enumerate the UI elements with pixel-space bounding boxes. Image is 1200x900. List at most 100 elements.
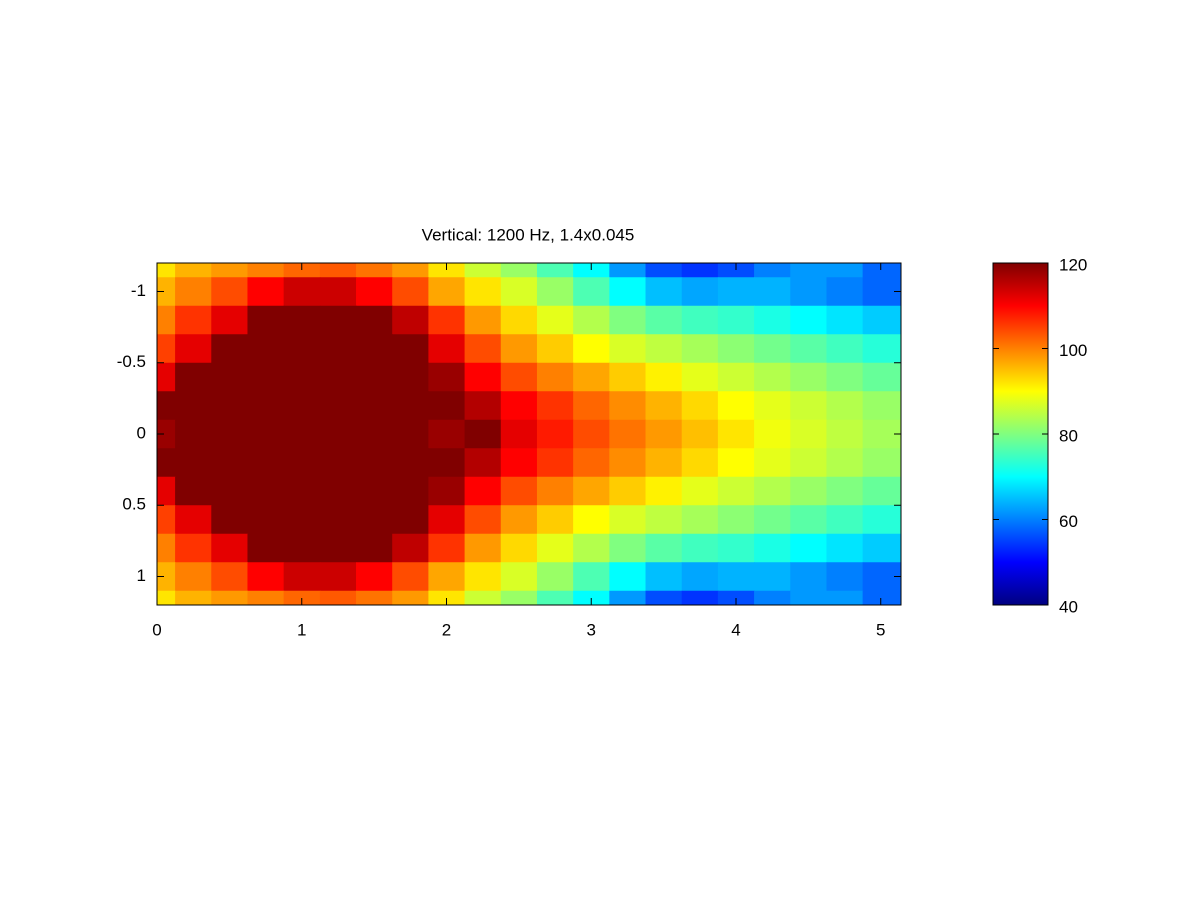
heatmap-cell [826, 419, 864, 449]
heatmap-cell [536, 362, 574, 392]
heatmap-cell [645, 263, 683, 278]
heatmap-cell [500, 277, 538, 307]
heatmap-cell [754, 533, 791, 563]
heatmap-cell [645, 305, 683, 335]
heatmap-cell [536, 419, 574, 449]
heatmap-cell [500, 334, 538, 364]
y-tick-label: 0 [137, 423, 146, 442]
heatmap-cell [392, 562, 430, 592]
heatmap-cell [536, 590, 574, 605]
heatmap-cell [356, 277, 393, 307]
heatmap-cell [175, 305, 212, 335]
heatmap-cell [211, 334, 249, 364]
heatmap-cell [247, 419, 285, 449]
heatmap-cell [681, 590, 719, 605]
heatmap-cell [428, 505, 466, 535]
heatmap-cell [500, 419, 538, 449]
heatmap-cell [464, 505, 502, 535]
heatmap-cell [247, 263, 285, 278]
heatmap-cell [645, 419, 683, 449]
heatmap-cell [283, 334, 321, 364]
heatmap-cell [573, 590, 610, 605]
heatmap-cell [862, 533, 901, 563]
heatmap-cell [428, 590, 466, 605]
heatmap-cell [717, 362, 755, 392]
heatmap-cell [826, 562, 864, 592]
heatmap-cell [573, 391, 610, 421]
heatmap-cell [283, 277, 321, 307]
heatmap-cell [790, 263, 828, 278]
heatmap-cell [609, 305, 647, 335]
heatmap-cell [609, 476, 647, 506]
heatmap-cell [247, 590, 285, 605]
heatmap-cell [609, 562, 647, 592]
heatmap-cell [826, 277, 864, 307]
heatmap-cell [283, 305, 321, 335]
heatmap-cell [392, 277, 430, 307]
x-tick-label: 1 [297, 620, 306, 639]
heatmap-cell [573, 505, 610, 535]
heatmap-cell [681, 263, 719, 278]
heatmap-cell [645, 590, 683, 605]
heatmap-cell [609, 533, 647, 563]
heatmap-cell [645, 505, 683, 535]
y-tick-label: -1 [131, 281, 146, 300]
heatmap-cell [573, 334, 610, 364]
heatmap-cell [826, 391, 864, 421]
heatmap-cell [862, 448, 901, 478]
heatmap-cell [175, 419, 212, 449]
heatmap-cell [645, 476, 683, 506]
heatmap-cell [536, 505, 574, 535]
heatmap-cell [754, 334, 791, 364]
heatmap-cell [175, 590, 212, 605]
heatmap-cell [392, 476, 430, 506]
heatmap-cell [247, 305, 285, 335]
y-tick-label: -0.5 [117, 352, 146, 371]
heatmap-cell [157, 419, 176, 449]
heatmap-cell [609, 334, 647, 364]
heatmap-cell [645, 334, 683, 364]
heatmap-cell [428, 562, 466, 592]
heatmap-cell [464, 334, 502, 364]
heatmap-cell [428, 533, 466, 563]
heatmap-cell [157, 334, 176, 364]
heatmap-cell [211, 362, 249, 392]
heatmap-cell [356, 476, 393, 506]
heatmap-cell [157, 448, 176, 478]
heatmap-cell [754, 505, 791, 535]
heatmap-cell [681, 562, 719, 592]
plot-frame [156, 262, 902, 606]
heatmap-cell [464, 263, 502, 278]
heatmap-cell [754, 305, 791, 335]
heatmap-cell [319, 476, 357, 506]
heatmap-cell [500, 533, 538, 563]
heatmap-cell [500, 263, 538, 278]
heatmap-cell [536, 263, 574, 278]
heatmap-cell [681, 533, 719, 563]
heatmap-cell [356, 334, 393, 364]
heatmap-cell [609, 448, 647, 478]
heatmap-cell [536, 533, 574, 563]
heatmap-cell [392, 419, 430, 449]
heatmap-cell [283, 419, 321, 449]
heatmap-cell [573, 448, 610, 478]
heatmap-cell [573, 419, 610, 449]
heatmap-cell [283, 448, 321, 478]
heatmap-cell [211, 391, 249, 421]
heatmap-cell [717, 334, 755, 364]
colorbar-tick-label: 100 [1059, 341, 1087, 360]
heatmap-cell [157, 562, 176, 592]
heatmap-cell [247, 533, 285, 563]
heatmap-cell [175, 334, 212, 364]
heatmap-cell [356, 533, 393, 563]
heatmap-cell [573, 277, 610, 307]
heatmap-cell [790, 448, 828, 478]
heatmap-cell [790, 590, 828, 605]
heatmap-cell [500, 448, 538, 478]
heatmap-cell [356, 590, 393, 605]
heatmap-cell [319, 362, 357, 392]
heatmap-cell [157, 505, 176, 535]
heatmap-cell [754, 391, 791, 421]
heatmap-cell [247, 362, 285, 392]
heatmap-cell [175, 277, 212, 307]
